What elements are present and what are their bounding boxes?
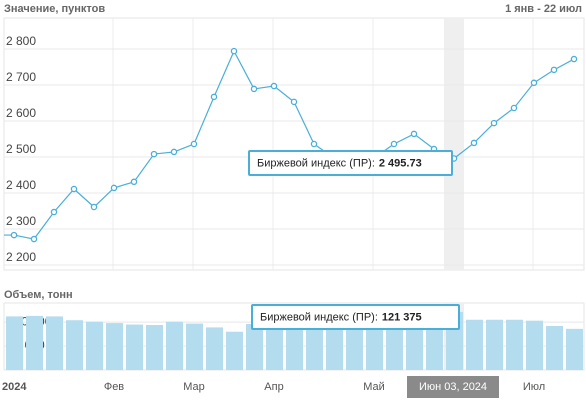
y-tick-label: 2 800 [6, 34, 36, 48]
tooltip-value: 121 375 [382, 311, 422, 323]
bar [66, 320, 83, 370]
y-tick-label: 2 600 [6, 106, 36, 120]
point [570, 55, 578, 63]
y-tick-label: 2 300 [6, 214, 36, 228]
bar [566, 328, 583, 370]
tooltip-series: Биржевой индекс (ПР): [257, 157, 375, 169]
tooltip-text: Биржевой индекс (ПР): 2 495.73 [257, 157, 422, 169]
x-label-highlight [407, 376, 499, 398]
bar [286, 324, 303, 370]
bar [226, 331, 243, 370]
tooltip-box [248, 150, 453, 176]
bar [266, 324, 283, 370]
bar [166, 321, 183, 370]
point [110, 184, 118, 192]
bar [466, 319, 483, 370]
x-tick-label: Мар [183, 381, 205, 393]
bar [546, 325, 563, 370]
tooltip: Биржевой индекс (ПР): 121 375 [251, 304, 460, 330]
tooltip-series: Биржевой индекс (ПР): [260, 311, 378, 323]
point [390, 140, 398, 148]
bar [406, 323, 423, 370]
x-tick-label: Июн 03, 2024 [419, 381, 487, 393]
bar [86, 321, 103, 370]
plot-frame [3, 17, 585, 271]
point [210, 93, 218, 101]
bar [26, 315, 43, 370]
point [270, 82, 278, 90]
point [490, 119, 498, 127]
point [290, 98, 298, 106]
point [530, 79, 538, 87]
tooltip: Биржевой индекс (ПР): 2 495.73 [248, 150, 453, 176]
point [250, 85, 258, 93]
chart-title: Значение, пунктов [4, 3, 105, 15]
x-tick-label: Май [363, 381, 385, 393]
y-tick-label: 2 700 [6, 70, 36, 84]
point [150, 150, 158, 158]
chart-title: Объем, тонн [4, 289, 73, 301]
bar [506, 319, 523, 370]
bar [146, 325, 163, 370]
bar [426, 322, 443, 370]
x-tick-label: Июл [523, 381, 545, 393]
bar [126, 324, 143, 370]
point [50, 208, 58, 216]
bar [366, 324, 383, 370]
point [10, 231, 18, 239]
point [550, 66, 558, 74]
bar [46, 316, 63, 370]
point [470, 139, 478, 147]
x-tick-label: 2024 [2, 381, 27, 393]
bar [386, 324, 403, 370]
bar [106, 323, 123, 370]
bar [346, 324, 363, 370]
tooltip-text: Биржевой индекс (ПР): 121 375 [260, 311, 422, 323]
bar [326, 324, 343, 370]
point [230, 47, 238, 55]
bar [246, 324, 263, 370]
y-tick-label: 2 200 [6, 250, 36, 264]
bar [306, 325, 323, 370]
tooltip-box [251, 304, 460, 330]
point [510, 104, 518, 112]
x-tick-label: Фев [104, 381, 124, 393]
bar [186, 323, 203, 370]
line [4, 49, 575, 240]
point [130, 178, 138, 186]
bar [6, 316, 23, 370]
point [190, 140, 198, 148]
bar [206, 327, 223, 370]
point [30, 235, 38, 243]
bar [526, 320, 543, 370]
x-tick-label: Апр [264, 381, 283, 393]
y-tick-label: 2 400 [6, 178, 36, 192]
chart-subtitle: 1 янв - 22 июл [505, 3, 582, 15]
point [170, 148, 178, 156]
y-tick-label: 2 500 [6, 142, 36, 156]
hover-band [444, 18, 464, 270]
point [90, 203, 98, 211]
bar [486, 319, 503, 370]
point [310, 140, 318, 148]
point [410, 130, 418, 138]
point [70, 185, 78, 193]
tooltip-value: 2 495.73 [379, 157, 422, 169]
